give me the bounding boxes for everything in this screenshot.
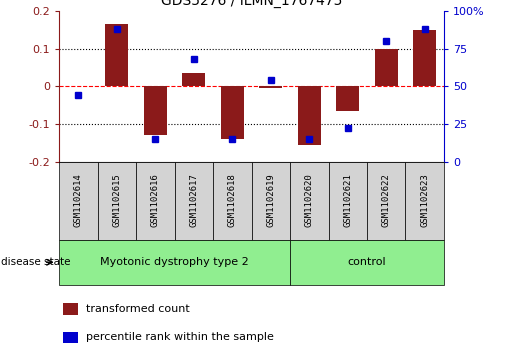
Text: disease state: disease state bbox=[1, 257, 70, 267]
Title: GDS5276 / ILMN_1767475: GDS5276 / ILMN_1767475 bbox=[161, 0, 342, 8]
Bar bbox=[259, 86, 282, 88]
Bar bbox=[182, 73, 205, 86]
Text: GSM1102622: GSM1102622 bbox=[382, 174, 391, 228]
Bar bbox=[336, 86, 359, 111]
Text: Myotonic dystrophy type 2: Myotonic dystrophy type 2 bbox=[100, 257, 249, 267]
Bar bbox=[290, 162, 329, 240]
Text: GSM1102623: GSM1102623 bbox=[420, 174, 429, 228]
Text: GSM1102618: GSM1102618 bbox=[228, 174, 237, 228]
Text: GSM1102621: GSM1102621 bbox=[344, 174, 352, 228]
Bar bbox=[63, 303, 78, 314]
Bar bbox=[413, 30, 436, 86]
Bar bbox=[405, 162, 444, 240]
Text: GSM1102614: GSM1102614 bbox=[74, 174, 83, 228]
Text: control: control bbox=[348, 257, 386, 267]
Text: GSM1102620: GSM1102620 bbox=[305, 174, 314, 228]
Text: percentile rank within the sample: percentile rank within the sample bbox=[86, 333, 274, 342]
Bar bbox=[63, 332, 78, 343]
Text: transformed count: transformed count bbox=[86, 304, 190, 314]
Bar bbox=[175, 162, 213, 240]
Bar bbox=[136, 162, 175, 240]
Bar bbox=[221, 86, 244, 139]
Bar bbox=[367, 162, 405, 240]
Bar bbox=[144, 86, 167, 135]
Text: GSM1102615: GSM1102615 bbox=[112, 174, 122, 228]
Bar bbox=[290, 240, 444, 285]
Bar bbox=[59, 162, 98, 240]
Text: GSM1102616: GSM1102616 bbox=[151, 174, 160, 228]
Bar bbox=[213, 162, 251, 240]
Bar bbox=[98, 162, 136, 240]
Bar bbox=[59, 240, 290, 285]
Text: GSM1102617: GSM1102617 bbox=[190, 174, 198, 228]
Bar bbox=[106, 24, 128, 86]
Bar bbox=[329, 162, 367, 240]
Bar bbox=[375, 49, 398, 86]
Text: GSM1102619: GSM1102619 bbox=[266, 174, 276, 228]
Bar bbox=[251, 162, 290, 240]
Bar bbox=[298, 86, 321, 144]
